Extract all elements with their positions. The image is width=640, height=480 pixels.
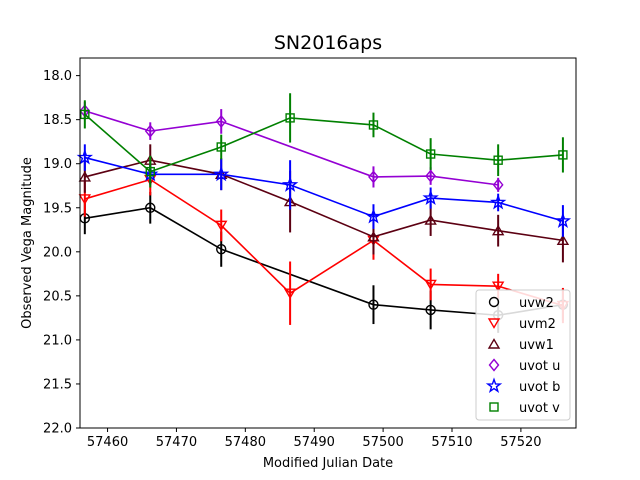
y-tick-label: 19.0 <box>43 157 72 172</box>
legend-item: uvot v <box>489 401 560 416</box>
series-line <box>84 159 564 242</box>
data-point <box>283 288 297 300</box>
x-tick-label: 57490 <box>294 435 335 450</box>
legend: uvw2 uvm2 uvw1 uvot u uvot b uvot v <box>475 289 571 421</box>
y-tick-label: 18.0 <box>43 69 72 84</box>
data-point <box>216 243 227 255</box>
data-point <box>213 165 230 182</box>
data-point <box>145 202 156 213</box>
data-point <box>368 299 379 310</box>
legend-label: uvm2 <box>519 317 556 332</box>
y-tick-label: 21.5 <box>43 377 72 392</box>
data-point <box>424 279 437 291</box>
data-point <box>558 150 568 160</box>
data-point <box>554 212 572 228</box>
data-point <box>367 230 380 242</box>
legend-label: uvot u <box>519 359 560 374</box>
legend-label: uvw2 <box>519 296 554 311</box>
data-point <box>368 120 379 130</box>
data-point <box>424 214 437 225</box>
legend-item: uvm2 <box>487 317 556 332</box>
legend-marker <box>485 377 503 393</box>
data-point <box>78 194 92 205</box>
legend-label: uvot b <box>519 380 560 395</box>
y-tick-label: 22.0 <box>43 422 72 437</box>
data-point <box>215 114 227 129</box>
legend-marker <box>487 318 501 329</box>
data-point <box>368 170 379 184</box>
x-tick-label: 57520 <box>500 435 541 450</box>
data-point <box>425 169 437 183</box>
data-point <box>144 124 156 138</box>
y-tick-label: 21.0 <box>43 333 72 348</box>
x-tick-label: 57500 <box>362 435 403 450</box>
legend-marker <box>488 358 500 372</box>
legend-item: uvot b <box>485 377 560 395</box>
series-uvot-v <box>80 93 568 188</box>
legend-marker <box>487 338 501 349</box>
x-tick-label: 57510 <box>431 435 472 450</box>
data-point <box>281 176 299 192</box>
data-point <box>365 207 382 224</box>
data-point <box>493 155 503 165</box>
data-point <box>422 189 439 206</box>
y-tick-label: 18.5 <box>43 113 72 128</box>
data-point <box>80 109 90 120</box>
x-tick-label: 57480 <box>225 435 266 450</box>
legend-marker <box>489 402 499 412</box>
x-axis-label: Modified Julian Date <box>263 456 393 471</box>
data-point <box>425 304 436 316</box>
data-point <box>425 149 436 159</box>
data-point <box>216 142 226 152</box>
data-point <box>145 166 155 177</box>
legend-item: uvw1 <box>487 338 554 353</box>
data-point <box>491 281 505 293</box>
data-point <box>214 220 228 232</box>
legend-item: uvot u <box>488 358 560 374</box>
data-point <box>285 113 295 123</box>
series-line <box>84 178 564 307</box>
legend-box <box>475 289 571 421</box>
x-tick-label: 57460 <box>87 435 128 450</box>
series-line <box>84 156 564 222</box>
data-point <box>78 171 92 182</box>
y-axis: 18.0 18.5 19.0 19.5 20.0 20.5 21.0 21.5 22.0 <box>43 69 80 437</box>
data-point <box>492 178 504 192</box>
legend-item: uvw2 <box>488 296 554 311</box>
legend-label: uvot v <box>519 401 560 416</box>
x-axis: 57460 57470 57480 57490 57500 57510 57520 <box>87 428 542 450</box>
y-tick-label: 19.5 <box>43 201 72 216</box>
series-line <box>84 113 563 173</box>
data-point <box>489 193 507 210</box>
plot-frame <box>79 57 577 429</box>
x-tick-label: 57470 <box>156 435 197 450</box>
y-tick-label: 20.5 <box>43 289 72 304</box>
y-tick-label: 20.0 <box>43 245 72 260</box>
chart-title: SN2016aps <box>274 32 382 54</box>
legend-label: uvw1 <box>519 338 554 353</box>
plot-area <box>76 93 572 333</box>
data-point <box>491 224 505 236</box>
series-line <box>84 110 499 186</box>
y-axis-label: Observed Vega Magnitude <box>20 157 35 329</box>
data-point <box>556 234 570 246</box>
legend-marker <box>488 296 500 308</box>
